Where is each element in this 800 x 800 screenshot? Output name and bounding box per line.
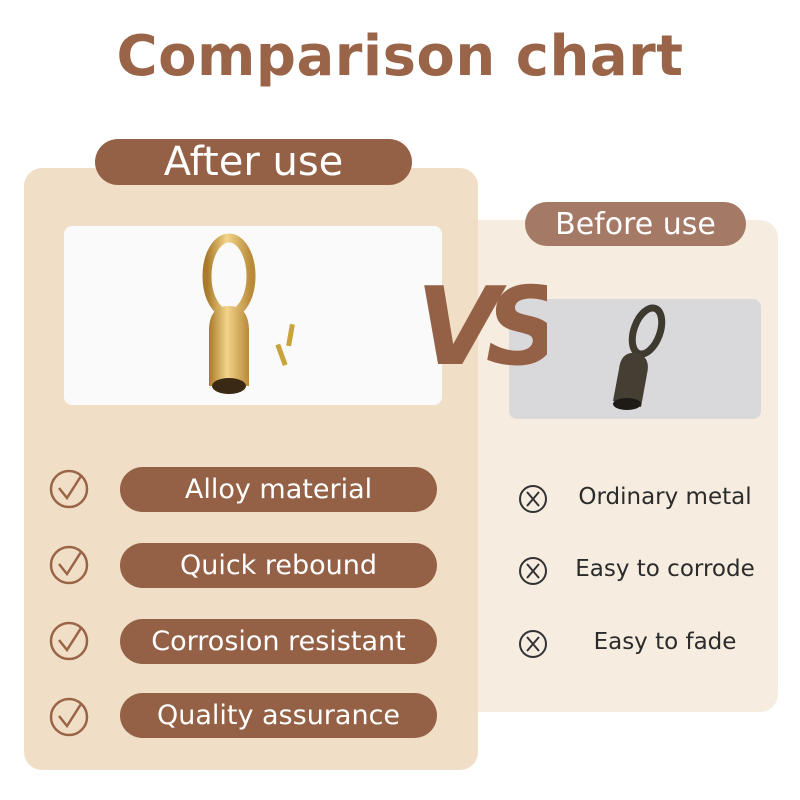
after-use-product-image <box>64 226 442 405</box>
drawback-text: Easy to corrode <box>575 556 755 582</box>
check-circle-icon <box>48 620 90 662</box>
after-use-header: After use <box>95 139 412 185</box>
page-title: Comparison chart <box>116 24 684 89</box>
x-circle-icon <box>517 555 549 587</box>
before-use-product-image <box>509 299 761 419</box>
drawback-text: Ordinary metal <box>578 484 752 510</box>
check-circle-icon <box>48 544 90 586</box>
x-circle-icon <box>517 628 549 660</box>
x-circle-icon <box>517 483 549 515</box>
vs-text: VS <box>416 265 547 377</box>
feature-pill: Quality assurance <box>120 693 437 738</box>
vs-mark: VS <box>412 262 572 390</box>
drawback-text: Easy to fade <box>593 629 737 655</box>
feature-pill: Quick rebound <box>120 543 437 588</box>
check-circle-icon <box>48 468 90 510</box>
check-circle-icon <box>48 696 90 738</box>
feature-pill: Alloy material <box>120 467 437 512</box>
feature-pill: Corrosion resistant <box>120 619 437 664</box>
before-use-header: Before use <box>525 202 746 246</box>
